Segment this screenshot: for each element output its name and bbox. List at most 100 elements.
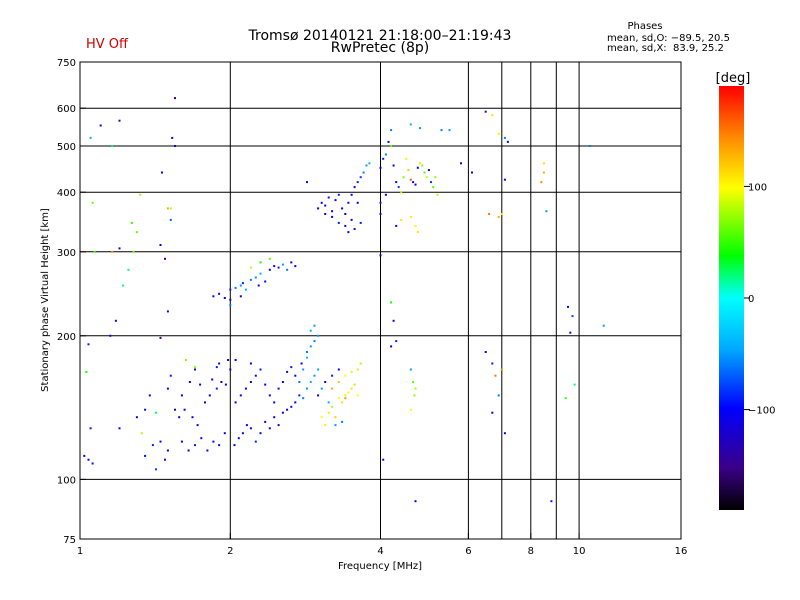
data-point — [302, 397, 305, 400]
data-point — [331, 215, 334, 218]
data-point — [379, 254, 382, 257]
data-point — [379, 213, 382, 215]
data-point — [390, 145, 393, 147]
data-point — [298, 394, 301, 397]
data-point — [337, 381, 340, 383]
data-point — [440, 129, 443, 132]
data-point — [87, 458, 90, 461]
data-point — [331, 405, 334, 408]
data-point — [139, 193, 142, 196]
data-point — [259, 261, 262, 264]
data-point — [542, 162, 545, 165]
data-point — [545, 210, 548, 213]
data-point — [244, 387, 247, 390]
data-point — [317, 207, 320, 210]
data-point — [254, 440, 257, 443]
data-point — [317, 368, 320, 371]
data-point — [491, 411, 494, 414]
chart-title: Tromsø 20140121 21:18:00–21:19:43 — [248, 28, 512, 44]
data-point — [180, 394, 183, 397]
data-point — [281, 263, 284, 266]
data-point — [341, 207, 344, 210]
data-point — [356, 368, 359, 371]
data-point — [164, 257, 166, 260]
data-point — [414, 387, 417, 390]
data-point — [344, 213, 347, 215]
data-point — [268, 257, 271, 260]
data-point — [390, 301, 393, 304]
data-point — [166, 387, 169, 390]
data-point — [390, 345, 393, 348]
data-point — [300, 362, 303, 365]
data-point — [127, 268, 130, 271]
data-point — [241, 282, 244, 285]
data-point — [542, 171, 545, 174]
data-point — [414, 224, 417, 227]
data-point — [135, 416, 138, 419]
data-point — [405, 157, 407, 160]
x-tick-label: 4 — [377, 546, 383, 557]
data-point — [494, 374, 497, 377]
data-point — [331, 387, 334, 390]
data-point — [324, 204, 327, 207]
data-point — [151, 444, 154, 447]
data-point — [409, 368, 412, 371]
data-point — [412, 181, 415, 184]
data-point — [471, 171, 473, 174]
data-point — [196, 424, 199, 427]
data-point — [334, 416, 337, 419]
data-point — [159, 440, 162, 443]
data-point — [204, 401, 206, 404]
data-point — [423, 171, 426, 174]
data-point — [159, 336, 162, 339]
data-point — [448, 129, 451, 132]
data-point — [166, 449, 169, 452]
y-tick-label: 400 — [57, 188, 76, 199]
data-point — [155, 411, 157, 414]
data-point — [239, 295, 242, 298]
data-point — [87, 343, 90, 346]
grid — [80, 62, 681, 539]
data-point — [337, 193, 340, 196]
data-point — [419, 127, 421, 130]
data-point — [353, 383, 356, 386]
data-point — [99, 124, 102, 127]
data-point — [390, 129, 393, 132]
data-point — [309, 345, 312, 348]
data-point — [327, 411, 330, 414]
data-point — [148, 394, 151, 397]
data-point — [215, 366, 218, 369]
data-point — [488, 213, 491, 215]
data-point — [334, 424, 337, 427]
data-point — [317, 334, 320, 337]
data-point — [430, 181, 432, 184]
data-point — [460, 162, 462, 165]
data-point — [257, 284, 260, 287]
data-point — [227, 359, 230, 361]
data-point — [159, 244, 162, 246]
data-point — [218, 444, 221, 447]
data-point — [324, 424, 327, 427]
data-point — [350, 218, 353, 221]
data-point — [91, 462, 94, 465]
data-point — [215, 387, 218, 390]
data-point — [337, 397, 340, 400]
colorbar-ticks: 100 0 −100 — [744, 182, 775, 417]
data-point — [313, 324, 316, 327]
y-tick-label: 100 — [57, 475, 76, 486]
data-point — [218, 362, 221, 365]
hv-status: HV Off — [86, 37, 128, 52]
data-point — [337, 221, 340, 224]
data-point — [259, 432, 262, 435]
axis-ticks: 1 2 4 6 8 10 16 75 100 200 300 400 500 600 750 — [57, 58, 687, 557]
data-point — [273, 416, 276, 419]
data-point — [264, 420, 267, 423]
data-point — [503, 432, 506, 435]
data-point — [91, 201, 94, 204]
data-point — [392, 319, 395, 322]
data-point — [414, 500, 417, 503]
data-point — [294, 401, 297, 404]
data-point — [425, 176, 428, 179]
y-axis-label: Stationary phase Virtual Height [km] — [40, 208, 51, 392]
data-point — [402, 176, 405, 179]
